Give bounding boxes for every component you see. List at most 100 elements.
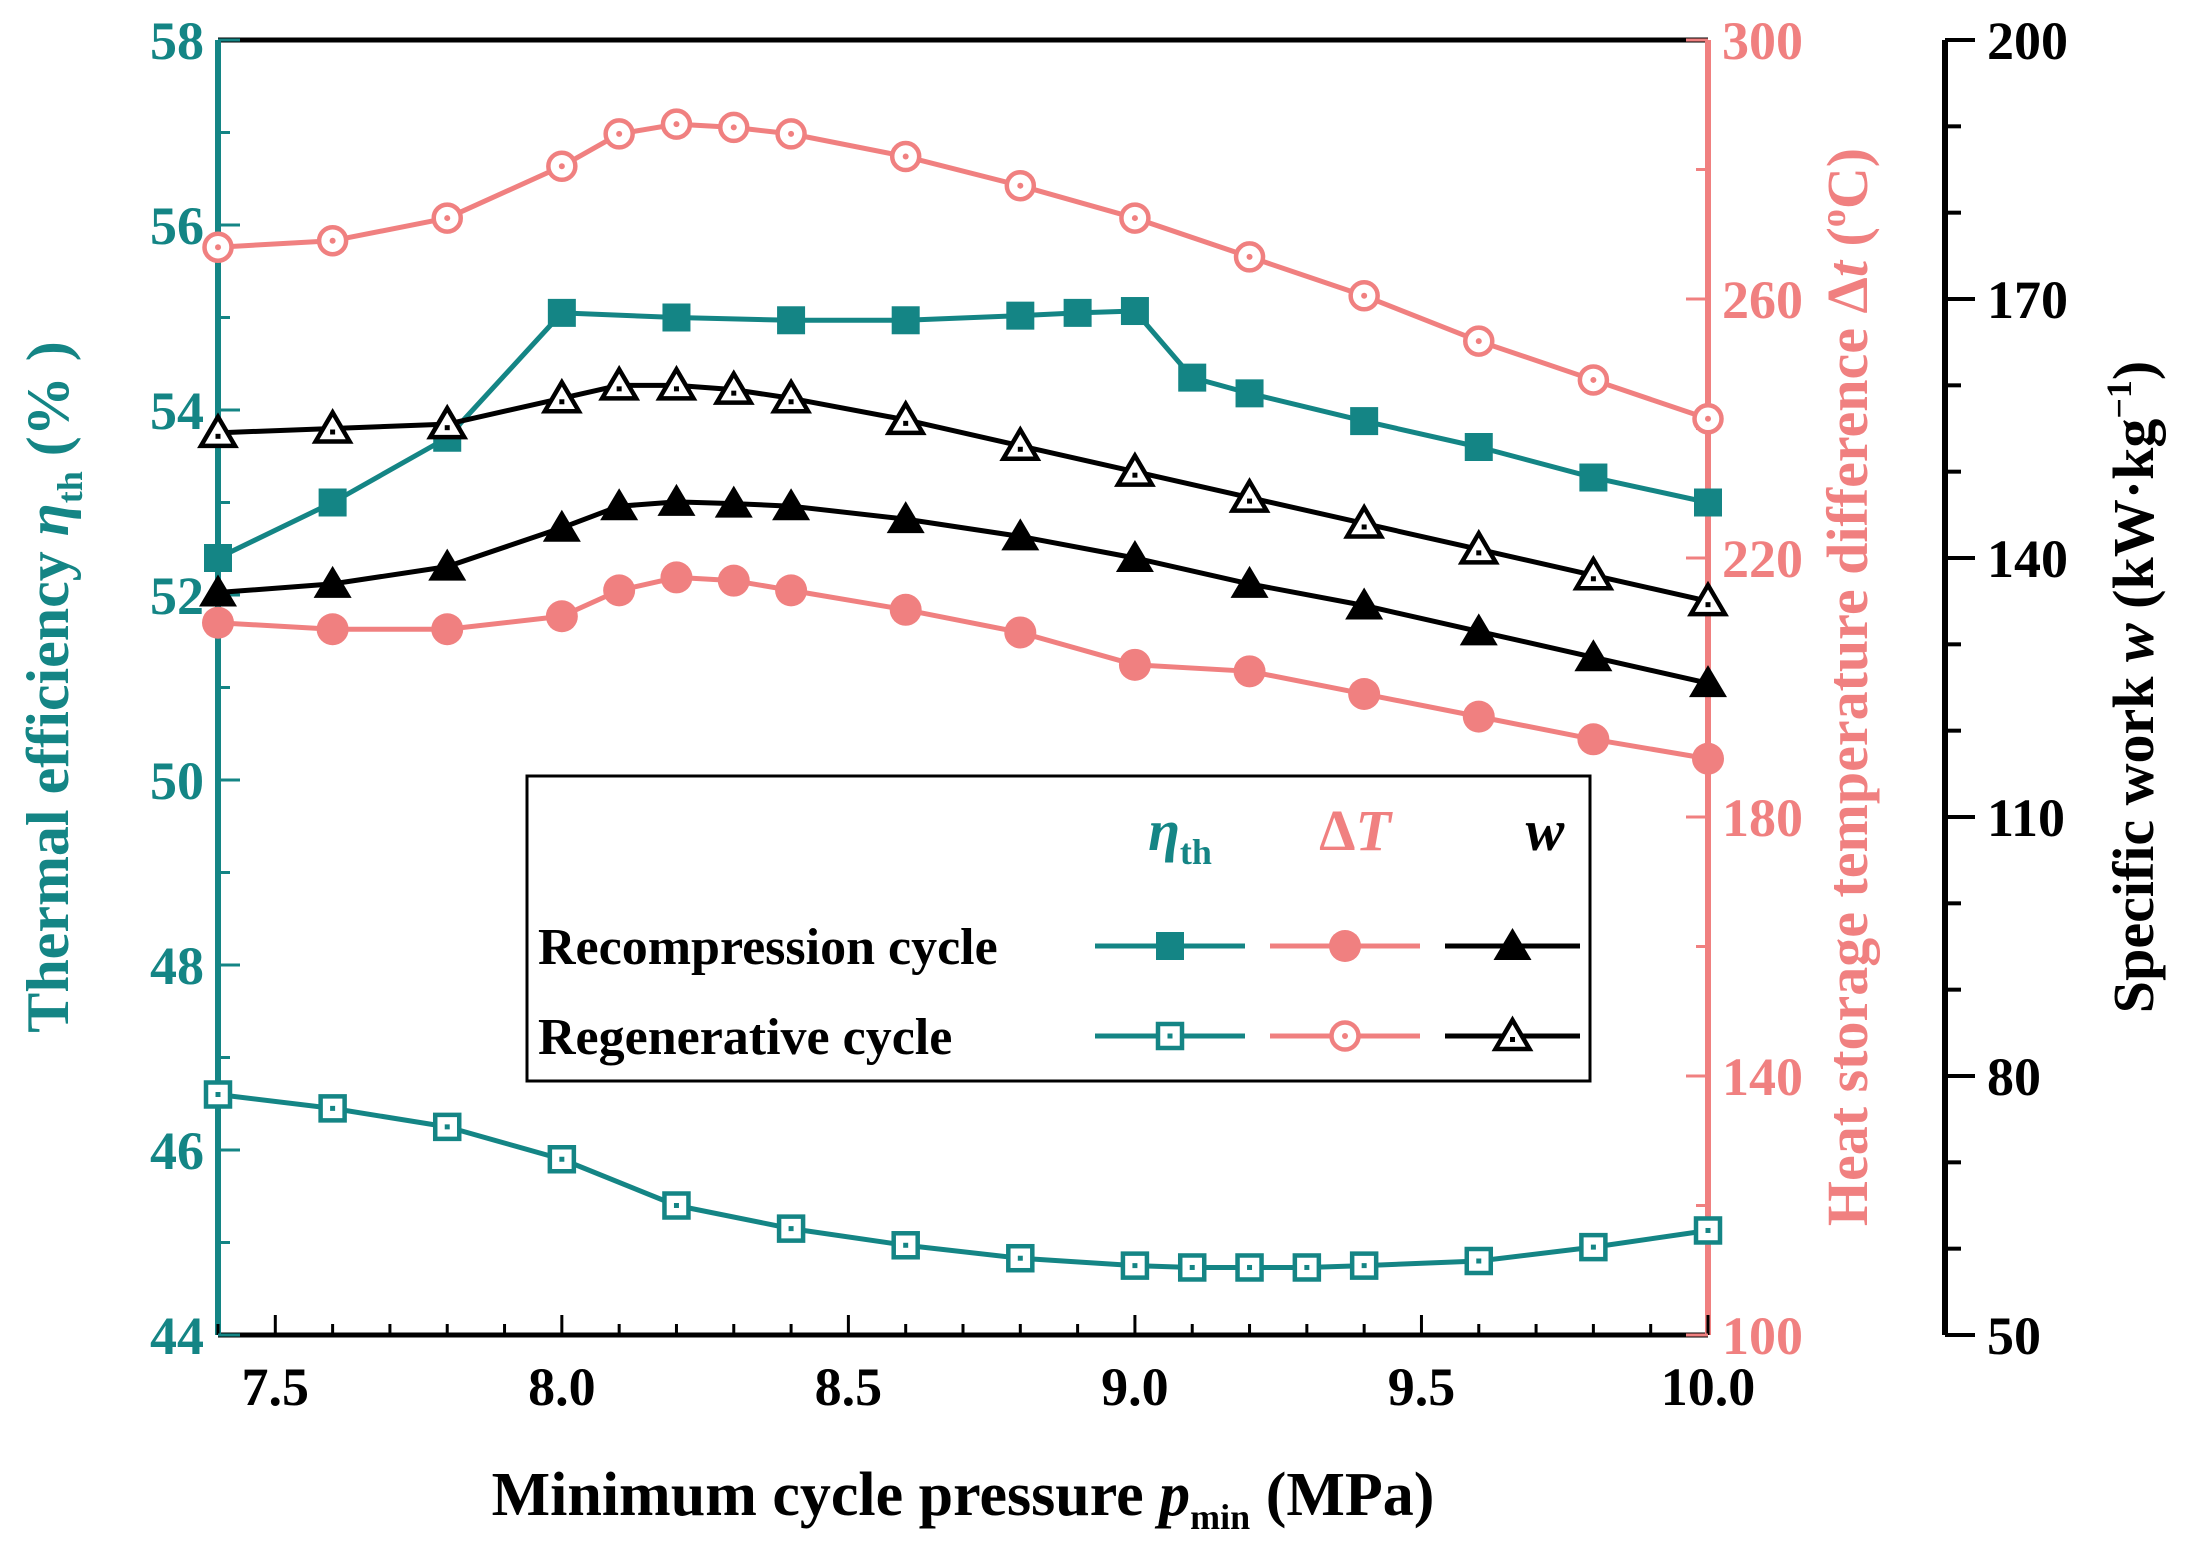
data-point [712,369,755,405]
data-point [1350,407,1379,436]
data-point [1118,648,1151,681]
legend-header: ΔT [1319,798,1393,863]
legend-marker [1329,930,1361,962]
data-point [197,412,239,449]
series-2 [202,561,1724,775]
y-tick-label-right2: 50 [1987,1306,2041,1366]
right1-axis-title: Heat storage temperature difference Δt (… [1813,148,1880,1226]
data-point [431,202,463,234]
data-point [316,613,349,646]
y-tick-label-left: 54 [150,381,204,441]
data-point [718,111,750,144]
data-point [1063,298,1092,327]
data-point [1572,554,1615,591]
data-point [1119,202,1151,234]
data-point [1577,364,1610,396]
data-point [1235,379,1264,408]
y-tick-label-right1: 100 [1722,1306,1803,1366]
data-point [1230,565,1269,598]
data-point [431,613,464,646]
series-4 [199,483,1727,698]
data-point [660,561,693,594]
data-point [1348,677,1381,710]
data-point [1004,169,1037,202]
data-point [770,377,813,414]
data-point [1233,655,1266,688]
data-point [1178,363,1207,392]
legend-header: w [1526,798,1565,863]
data-point [1177,1253,1207,1282]
data-point [318,488,347,517]
data-point [316,224,349,257]
data-point [1694,488,1722,517]
data-point [432,1112,462,1142]
data-point [1574,639,1613,672]
data-point [999,425,1042,462]
y-tick-label-right2: 200 [1987,11,2068,71]
data-point [204,544,232,572]
data-point [540,377,583,414]
data-point [1579,1232,1608,1262]
data-point [603,118,635,150]
y-tick-label-right2: 170 [1987,270,2068,330]
data-point [660,108,693,140]
data-point [891,1231,920,1260]
legend-sample [1270,930,1420,962]
data-point [1120,297,1149,326]
data-point [1006,1243,1035,1273]
data-point [199,574,237,607]
legend-row-label: Recompression cycle [538,919,998,976]
data-point [202,606,234,639]
data-point [203,1080,233,1109]
legend-sample [1445,1015,1580,1052]
series-5 [197,364,1729,617]
data-point [546,150,578,183]
series-line [217,574,1709,762]
data-point [1228,477,1271,513]
x-tick-label: 8.5 [815,1357,883,1417]
data-point [1459,613,1498,646]
y-tick-label-left: 56 [150,196,204,256]
data-point [313,565,352,598]
series-line [217,121,1709,422]
data-point [889,593,922,626]
data-point [1345,587,1384,620]
y-tick-label-left: 50 [150,751,204,811]
data-point [1235,1253,1264,1282]
data-point [202,231,234,263]
plot-frame [215,37,1948,1338]
legend: ηth ΔT w Recompression cycle Regenerative cy… [525,774,1592,1083]
data-point [311,408,354,444]
data-point [1120,1251,1150,1280]
data-point [1292,1253,1322,1282]
data-point [1464,433,1493,461]
x-tick-label: 9.0 [1101,1357,1169,1417]
data-point [1004,616,1037,649]
legend-sample [1270,1020,1420,1052]
data-point [1464,1246,1494,1276]
data-point [1457,528,1500,565]
x-tick-label: 9.5 [1388,1357,1456,1417]
legend-sample [1095,1021,1245,1051]
axes-layer: 7.5 8.0 8.5 9.0 9.5 10.0 44 46 48 50 52 54 56 58 100 14… [150,11,2068,1417]
legend-header: ηth [1148,798,1212,872]
data-point [891,306,920,335]
series-line [216,308,1709,561]
legend-sample [1095,932,1245,960]
data-point [775,574,808,607]
data-point [428,548,467,581]
data-point [1463,325,1495,357]
data-point [657,483,696,516]
data-point [603,574,636,607]
y-tick-label-right1: 180 [1722,788,1803,848]
data-point [1577,723,1610,756]
data-point [772,488,811,521]
y-tick-label-left: 52 [150,566,204,626]
series-3 [202,108,1724,435]
data-point [1113,451,1156,487]
x-tick-label: 8.0 [528,1357,596,1417]
data-point [1692,403,1724,435]
legend-marker [1329,1020,1361,1052]
data-point [600,488,639,521]
